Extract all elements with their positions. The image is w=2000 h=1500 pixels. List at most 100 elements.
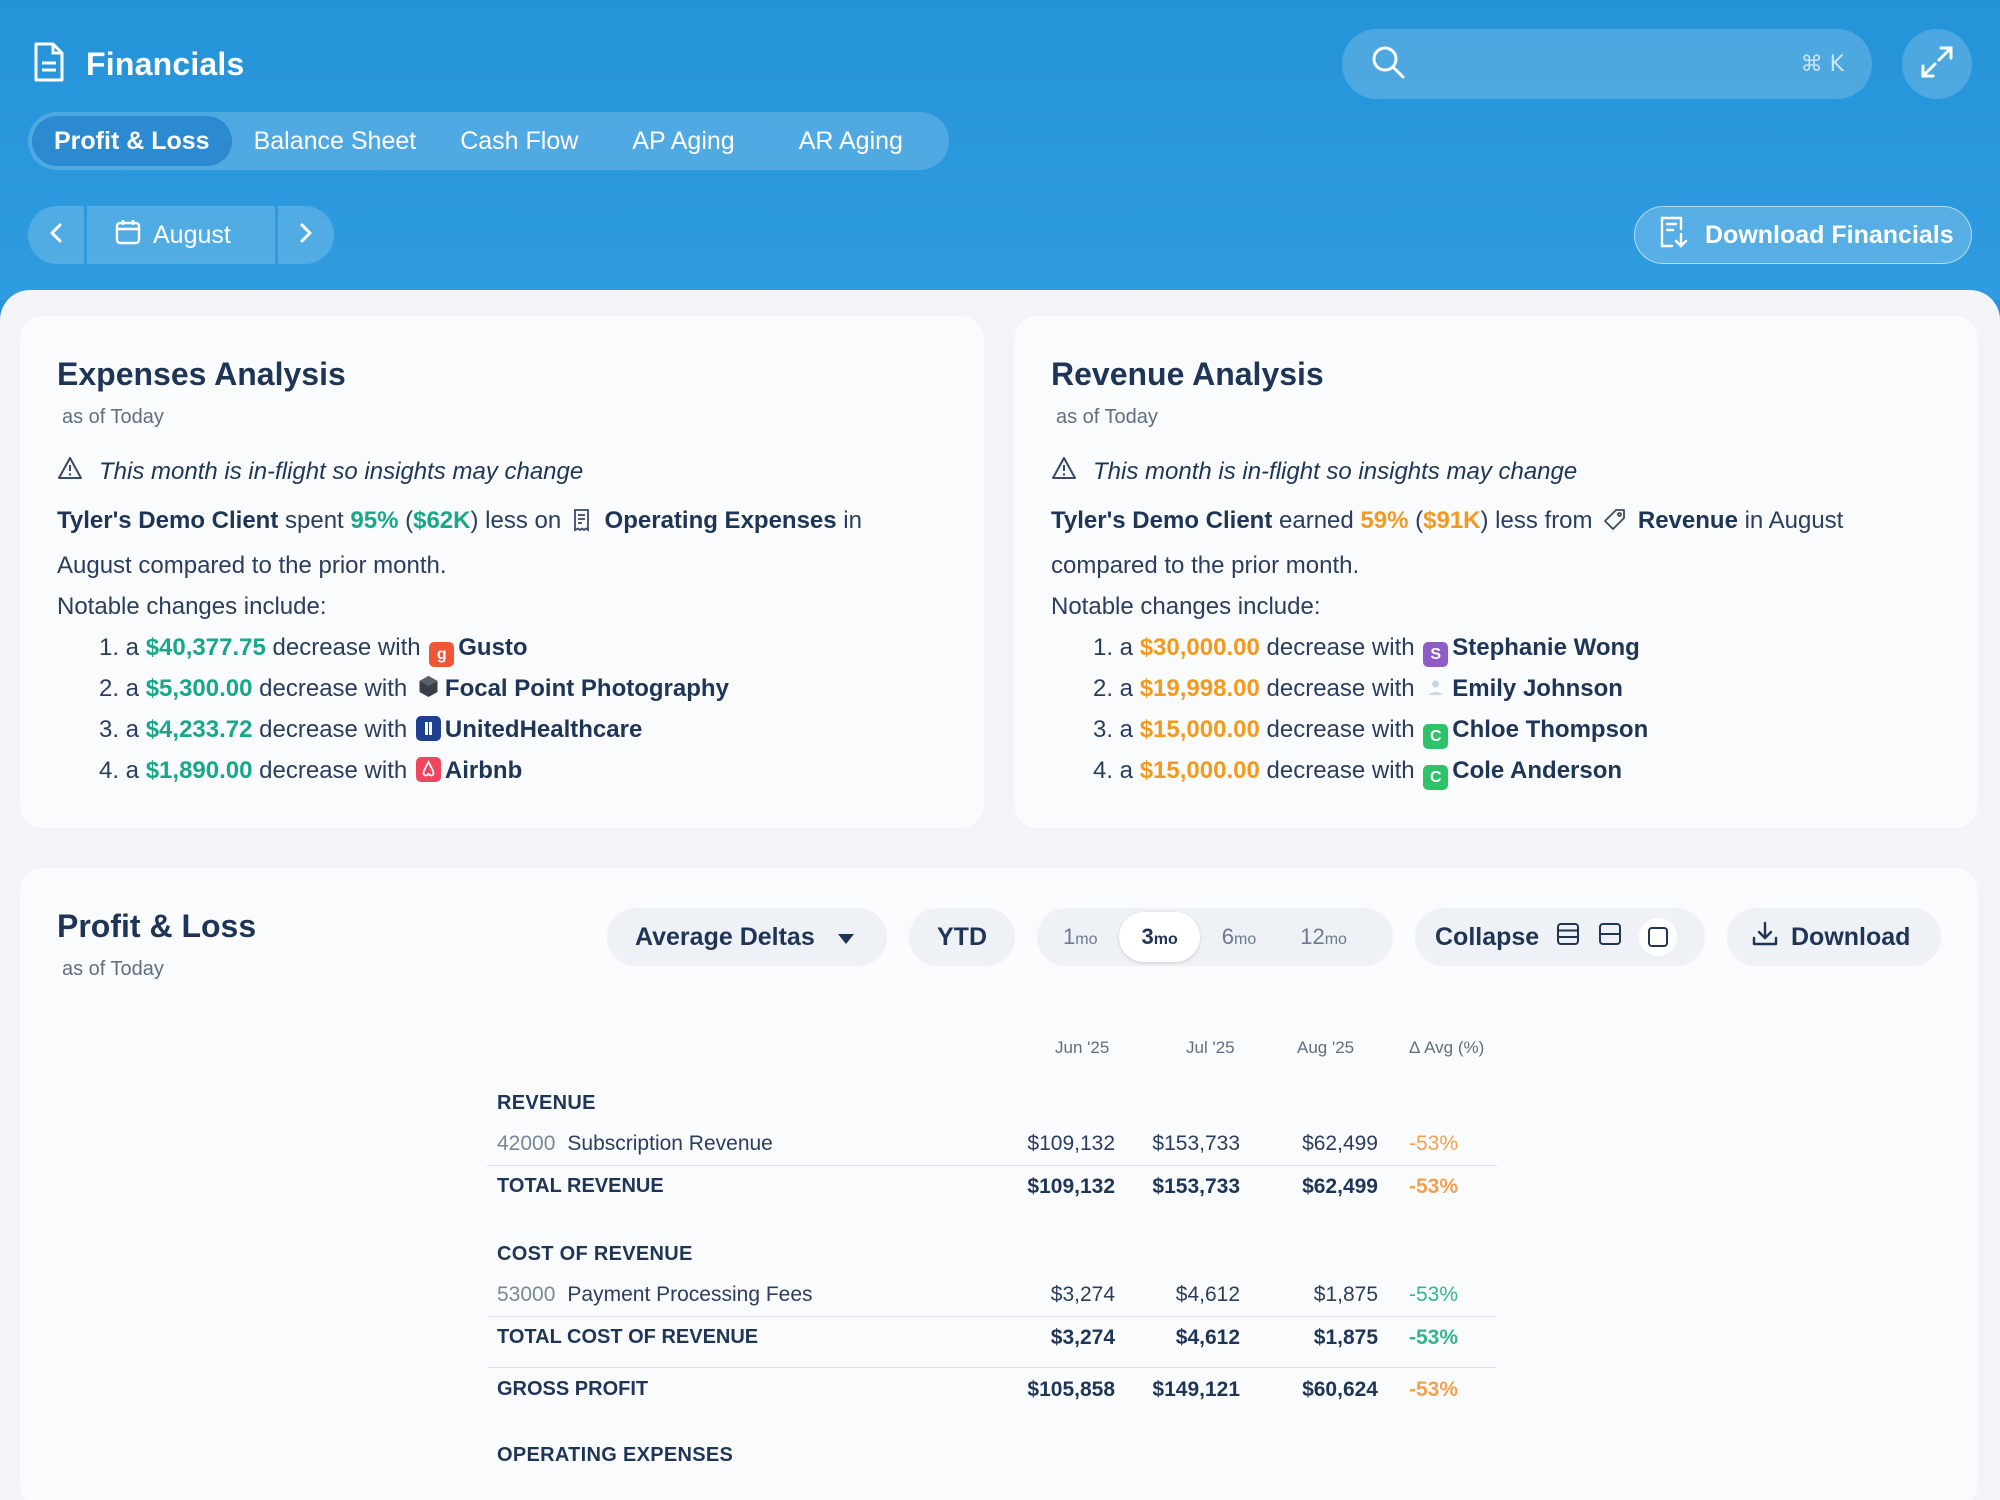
- download-financials-button[interactable]: Download Financials: [1634, 206, 1972, 264]
- row-label: 53000 Payment Processing Fees: [497, 1283, 813, 1307]
- cell-jul: $153,733: [1152, 1175, 1240, 1198]
- cell-jun: $3,274: [1050, 1326, 1115, 1349]
- expand-button[interactable]: [1902, 29, 1972, 99]
- search-input[interactable]: [1424, 50, 1801, 78]
- list-item: 1. a $30,000.00 decrease with S Stephanie…: [1093, 627, 1931, 668]
- expenses-warning: This month is in-flight so insights may …: [57, 456, 583, 487]
- range-unit: mo: [1075, 931, 1098, 948]
- cell-delta: -53%: [1408, 1326, 1458, 1349]
- cell-jul: $153,733: [1152, 1132, 1240, 1155]
- range-unit: mo: [1153, 931, 1178, 948]
- cube-logo-icon: [416, 674, 441, 699]
- list-item: 4. a $1,890.00 decrease with Airbnb: [99, 750, 937, 791]
- revenue-insight: Tyler's Demo Client earned 59% ($91K) le…: [1051, 500, 1931, 791]
- expenses-title: Expenses Analysis: [57, 356, 346, 392]
- customer-name[interactable]: Cole Anderson: [1452, 757, 1623, 784]
- tab-cash-flow[interactable]: Cash Flow: [460, 127, 579, 155]
- account-number: 53000: [497, 1283, 556, 1306]
- range-number: 1: [1063, 924, 1076, 949]
- pl-asof: as of Today: [62, 958, 164, 980]
- cell-jul: $4,612: [1175, 1283, 1240, 1306]
- ytd-button[interactable]: YTD: [909, 908, 1015, 966]
- vendor-name[interactable]: Gusto: [458, 634, 528, 661]
- cell-jul: $149,121: [1152, 1378, 1240, 1401]
- customer-name[interactable]: Chloe Thompson: [1452, 716, 1649, 743]
- revenue-verb: earned: [1279, 507, 1354, 534]
- range-6mo[interactable]: 6mo: [1200, 912, 1278, 962]
- row-label: TOTAL REVENUE: [497, 1175, 664, 1197]
- list-item: 3. a $4,233.72 decrease with UnitedHealt…: [99, 709, 937, 750]
- app-title-text: Financials: [86, 46, 245, 82]
- main-content: Expenses Analysis as of Today This month…: [0, 290, 2000, 1500]
- vendor-name[interactable]: Airbnb: [444, 757, 523, 784]
- account-name: Subscription Revenue: [567, 1132, 773, 1155]
- customer-name[interactable]: Emily Johnson: [1452, 675, 1623, 702]
- item-amount: $19,998.00: [1139, 675, 1260, 702]
- vendor-name[interactable]: Focal Point Photography: [444, 675, 729, 702]
- tab-ap-aging[interactable]: AP Aging: [632, 127, 735, 155]
- range-3mo[interactable]: 3mo: [1119, 912, 1200, 962]
- item-text: decrease with: [259, 675, 408, 702]
- expenses-analysis-card: Expenses Analysis as of Today This month…: [20, 316, 984, 828]
- range-1mo[interactable]: 1mo: [1041, 912, 1119, 962]
- average-deltas-label: Average Deltas: [635, 922, 815, 951]
- expenses-pct: 95%: [350, 507, 399, 534]
- range-number: 12: [1300, 924, 1325, 949]
- search-icon: [1370, 44, 1406, 85]
- item-amount: $30,000.00: [1139, 634, 1260, 661]
- tab-ar-aging[interactable]: AR Aging: [798, 127, 903, 155]
- cell-aug: $60,624: [1302, 1378, 1378, 1401]
- expand-icon: [1919, 44, 1955, 85]
- cell-jun: $109,132: [1027, 1175, 1115, 1198]
- report-tabs: Profit & Loss Balance Sheet Cash Flow AP…: [28, 112, 949, 170]
- collapse-partial-icon[interactable]: [1597, 921, 1623, 954]
- col-header-delta: Δ Avg (%): [1409, 1038, 1485, 1057]
- range-number: 3: [1141, 924, 1154, 949]
- range-selector: 1mo 3mo 6mo 12mo: [1037, 908, 1393, 966]
- expenses-category[interactable]: Operating Expenses: [604, 507, 837, 534]
- item-index: 4. a: [1093, 757, 1134, 784]
- revenue-client: Tyler's Demo Client: [1051, 507, 1273, 534]
- expenses-client: Tyler's Demo Client: [57, 507, 279, 534]
- month-label: August: [153, 220, 231, 249]
- cell-delta: -53%: [1408, 1283, 1458, 1306]
- avatar: C: [1423, 765, 1449, 790]
- cell-aug: $62,499: [1302, 1132, 1378, 1155]
- expand-all-icon[interactable]: [1639, 918, 1678, 956]
- expenses-insight: Tyler's Demo Client spent 95% ($62K) les…: [57, 500, 937, 791]
- section-label: REVENUE: [497, 1092, 596, 1114]
- month-navigator: August: [28, 206, 334, 264]
- item-text: decrease with: [1266, 757, 1415, 784]
- item-text: decrease with: [1266, 716, 1415, 743]
- revenue-title: Revenue Analysis: [1051, 356, 1324, 392]
- item-index: 3. a: [1093, 716, 1134, 743]
- customer-name[interactable]: Stephanie Wong: [1452, 634, 1640, 661]
- average-deltas-dropdown[interactable]: Average Deltas: [607, 908, 887, 966]
- expenses-amt: $62K: [413, 507, 471, 534]
- prev-month-button[interactable]: [28, 206, 84, 264]
- item-amount: $15,000.00: [1139, 716, 1260, 743]
- item-index: 1. a: [1093, 634, 1134, 661]
- range-12mo[interactable]: 12mo: [1278, 912, 1369, 962]
- row-divider: [487, 1316, 1497, 1317]
- collapse-all-icon[interactable]: [1555, 921, 1581, 954]
- cell-aug: $1,875: [1313, 1326, 1378, 1349]
- month-picker[interactable]: August: [87, 206, 275, 264]
- revenue-warning-text: This month is in-flight so insights may …: [1093, 457, 1578, 485]
- vendor-name[interactable]: UnitedHealthcare: [444, 716, 643, 743]
- collapse-label: Collapse: [1435, 922, 1540, 951]
- revenue-category[interactable]: Revenue: [1637, 507, 1738, 534]
- tag-icon: [1603, 504, 1627, 545]
- avatar: C: [1423, 724, 1449, 749]
- expenses-notable: Notable changes include:: [57, 593, 327, 620]
- item-text: decrease with: [259, 716, 408, 743]
- tab-balance-sheet[interactable]: Balance Sheet: [253, 127, 417, 155]
- row-label: 42000 Subscription Revenue: [497, 1132, 773, 1156]
- tab-profit-loss[interactable]: Profit & Loss: [32, 116, 232, 166]
- download-button[interactable]: Download: [1727, 908, 1941, 966]
- search-box[interactable]: ⌘ K: [1342, 29, 1872, 99]
- expenses-asof: as of Today: [62, 406, 164, 428]
- profit-loss-card: Profit & Loss as of Today Average Deltas…: [20, 868, 1978, 1500]
- ytd-label: YTD: [937, 922, 987, 951]
- next-month-button[interactable]: [278, 206, 334, 264]
